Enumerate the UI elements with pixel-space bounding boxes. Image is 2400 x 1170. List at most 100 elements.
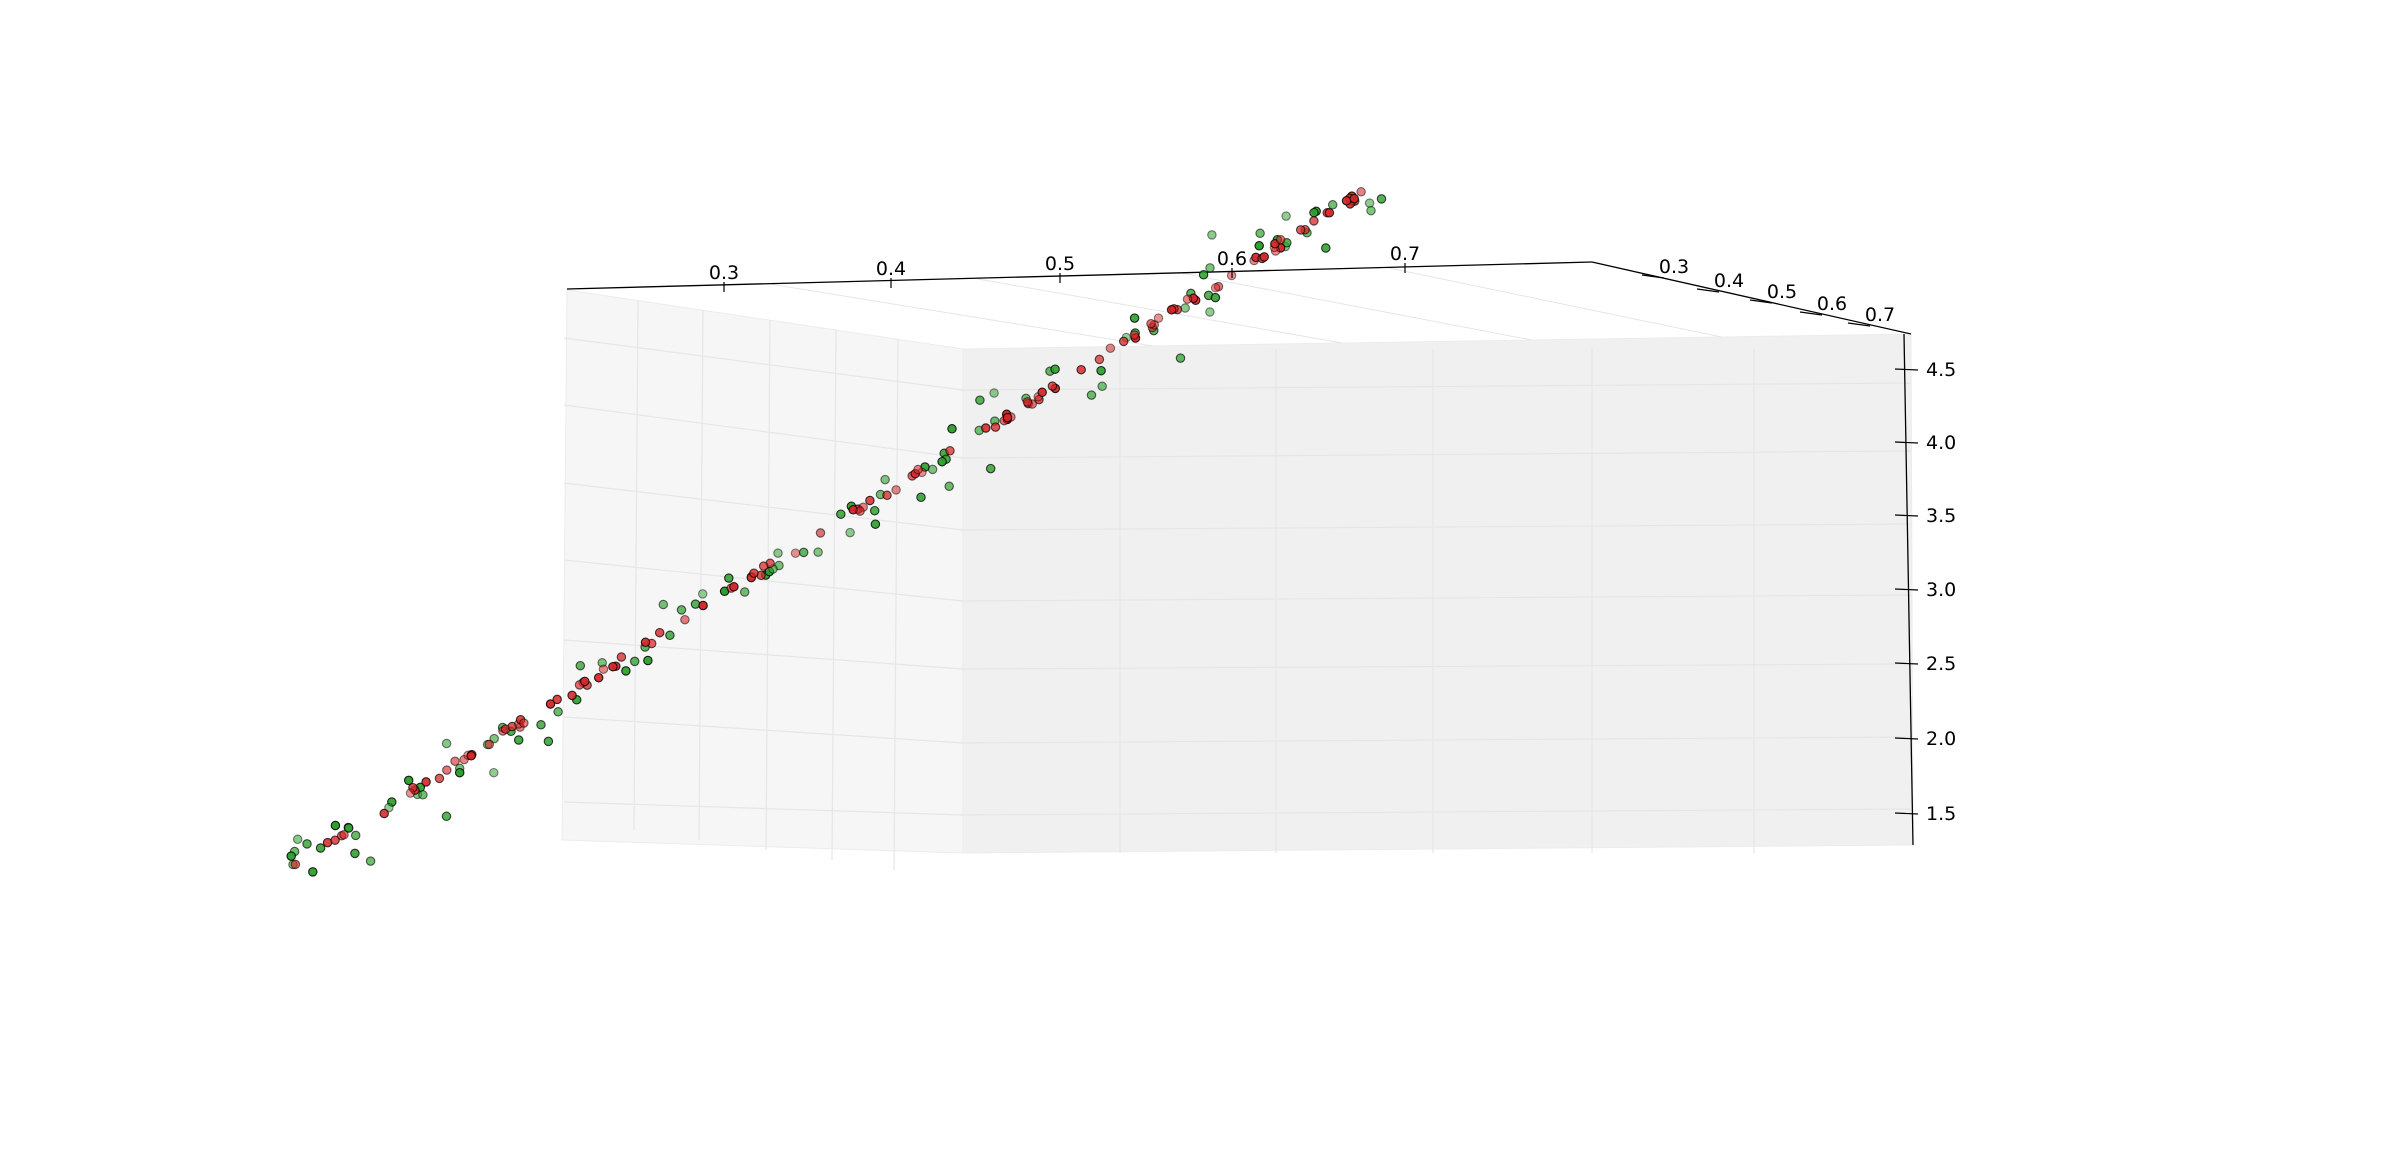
green-point bbox=[365, 856, 376, 866]
green-point bbox=[947, 424, 957, 434]
green-point bbox=[330, 820, 341, 831]
red-point bbox=[442, 765, 452, 775]
z-tick-mark bbox=[1894, 812, 1919, 815]
green-point bbox=[1180, 303, 1190, 313]
green-point bbox=[1096, 365, 1106, 376]
red-point bbox=[593, 672, 604, 683]
green-point bbox=[697, 589, 708, 599]
red-point bbox=[758, 561, 769, 571]
green-point bbox=[870, 519, 881, 529]
grid-line bbox=[563, 404, 964, 459]
green-point bbox=[1097, 381, 1107, 392]
red-point bbox=[729, 582, 739, 592]
y-tick-mark bbox=[1641, 274, 1665, 279]
green-point bbox=[773, 548, 783, 558]
green-point bbox=[880, 474, 890, 485]
green-point bbox=[1254, 241, 1264, 251]
axis-ticks: 0.3 0.4 0.5 0.6 0.7 0.3 0.4 0.5 0.6 0.7 1.5 2.0 2.5 3… bbox=[709, 243, 1956, 825]
green-point bbox=[343, 823, 354, 833]
x-axis-line bbox=[566, 261, 1593, 290]
x-tick-label: 0.6 bbox=[1217, 248, 1247, 270]
red-point bbox=[882, 490, 892, 501]
green-point bbox=[1255, 228, 1265, 239]
green-point bbox=[292, 834, 303, 845]
green-point bbox=[944, 481, 954, 492]
red-point bbox=[519, 718, 529, 728]
green-point bbox=[441, 811, 452, 822]
red-point bbox=[913, 464, 923, 475]
red-point bbox=[1309, 216, 1319, 226]
red-point bbox=[290, 859, 301, 870]
green-point bbox=[441, 738, 452, 749]
green-point bbox=[1376, 194, 1387, 204]
green-point bbox=[1366, 205, 1376, 216]
red-point bbox=[567, 690, 577, 701]
green-point bbox=[1205, 307, 1215, 317]
red-point bbox=[1118, 336, 1129, 347]
y-tick-label: 0.3 bbox=[1659, 256, 1689, 278]
grid-line bbox=[563, 716, 964, 744]
back-pane bbox=[962, 333, 1914, 854]
grid-line bbox=[962, 808, 1912, 816]
red-point bbox=[1295, 225, 1306, 235]
grid-line bbox=[962, 523, 1912, 531]
z-tick-label: 4.0 bbox=[1926, 432, 1956, 454]
grid-line bbox=[962, 450, 1912, 459]
red-point bbox=[421, 777, 431, 787]
red-point bbox=[405, 788, 416, 798]
red-point bbox=[1076, 364, 1086, 375]
grid-line bbox=[893, 339, 899, 871]
green-point bbox=[985, 463, 996, 474]
x-tick-label: 0.7 bbox=[1390, 243, 1420, 265]
red-point bbox=[1210, 283, 1221, 293]
green-point bbox=[643, 655, 653, 666]
red-point bbox=[450, 756, 460, 766]
red-point bbox=[1166, 305, 1177, 315]
green-point bbox=[350, 830, 361, 841]
grid-line bbox=[1386, 267, 1722, 338]
green-point bbox=[1086, 390, 1097, 400]
y-tick-label: 0.4 bbox=[1714, 270, 1744, 292]
red-point bbox=[379, 808, 389, 819]
red-point bbox=[990, 422, 1001, 432]
red-point bbox=[654, 627, 665, 638]
red-point bbox=[1275, 234, 1286, 245]
green-point bbox=[513, 735, 524, 745]
red-point bbox=[1022, 397, 1033, 407]
z-tick-mark bbox=[1894, 441, 1919, 444]
grid-line bbox=[962, 382, 1912, 391]
y-axis-line bbox=[1591, 261, 1912, 335]
green-point bbox=[975, 395, 985, 405]
z-tick-mark bbox=[1894, 588, 1919, 591]
z-tick-label: 2.0 bbox=[1926, 728, 1956, 750]
green-point bbox=[1175, 353, 1186, 363]
red-point bbox=[330, 835, 340, 845]
z-tick-mark bbox=[1894, 662, 1919, 665]
green-point bbox=[1309, 207, 1319, 218]
z-tick-label: 2.5 bbox=[1926, 653, 1956, 675]
red-point bbox=[1349, 193, 1359, 204]
grid-line bbox=[1181, 272, 1532, 341]
grid-line bbox=[962, 594, 1912, 602]
red-point bbox=[891, 485, 901, 495]
red-point bbox=[466, 751, 476, 761]
green-point bbox=[1210, 292, 1221, 303]
red-point bbox=[1037, 387, 1047, 398]
green-point bbox=[1129, 313, 1140, 323]
y-tick-label: 0.6 bbox=[1817, 293, 1847, 315]
red-point bbox=[1094, 354, 1105, 365]
green-point bbox=[927, 464, 938, 475]
green-point bbox=[1281, 211, 1291, 221]
green-point bbox=[665, 630, 675, 641]
green-point bbox=[676, 605, 687, 615]
red-point bbox=[608, 661, 618, 672]
red-point bbox=[1146, 318, 1156, 329]
grid-line bbox=[563, 482, 964, 531]
red-point bbox=[1324, 208, 1335, 218]
red-point bbox=[598, 664, 609, 674]
grid-line bbox=[633, 299, 639, 831]
green-point bbox=[1205, 263, 1215, 273]
green-point bbox=[989, 388, 999, 398]
green-point bbox=[286, 851, 296, 861]
